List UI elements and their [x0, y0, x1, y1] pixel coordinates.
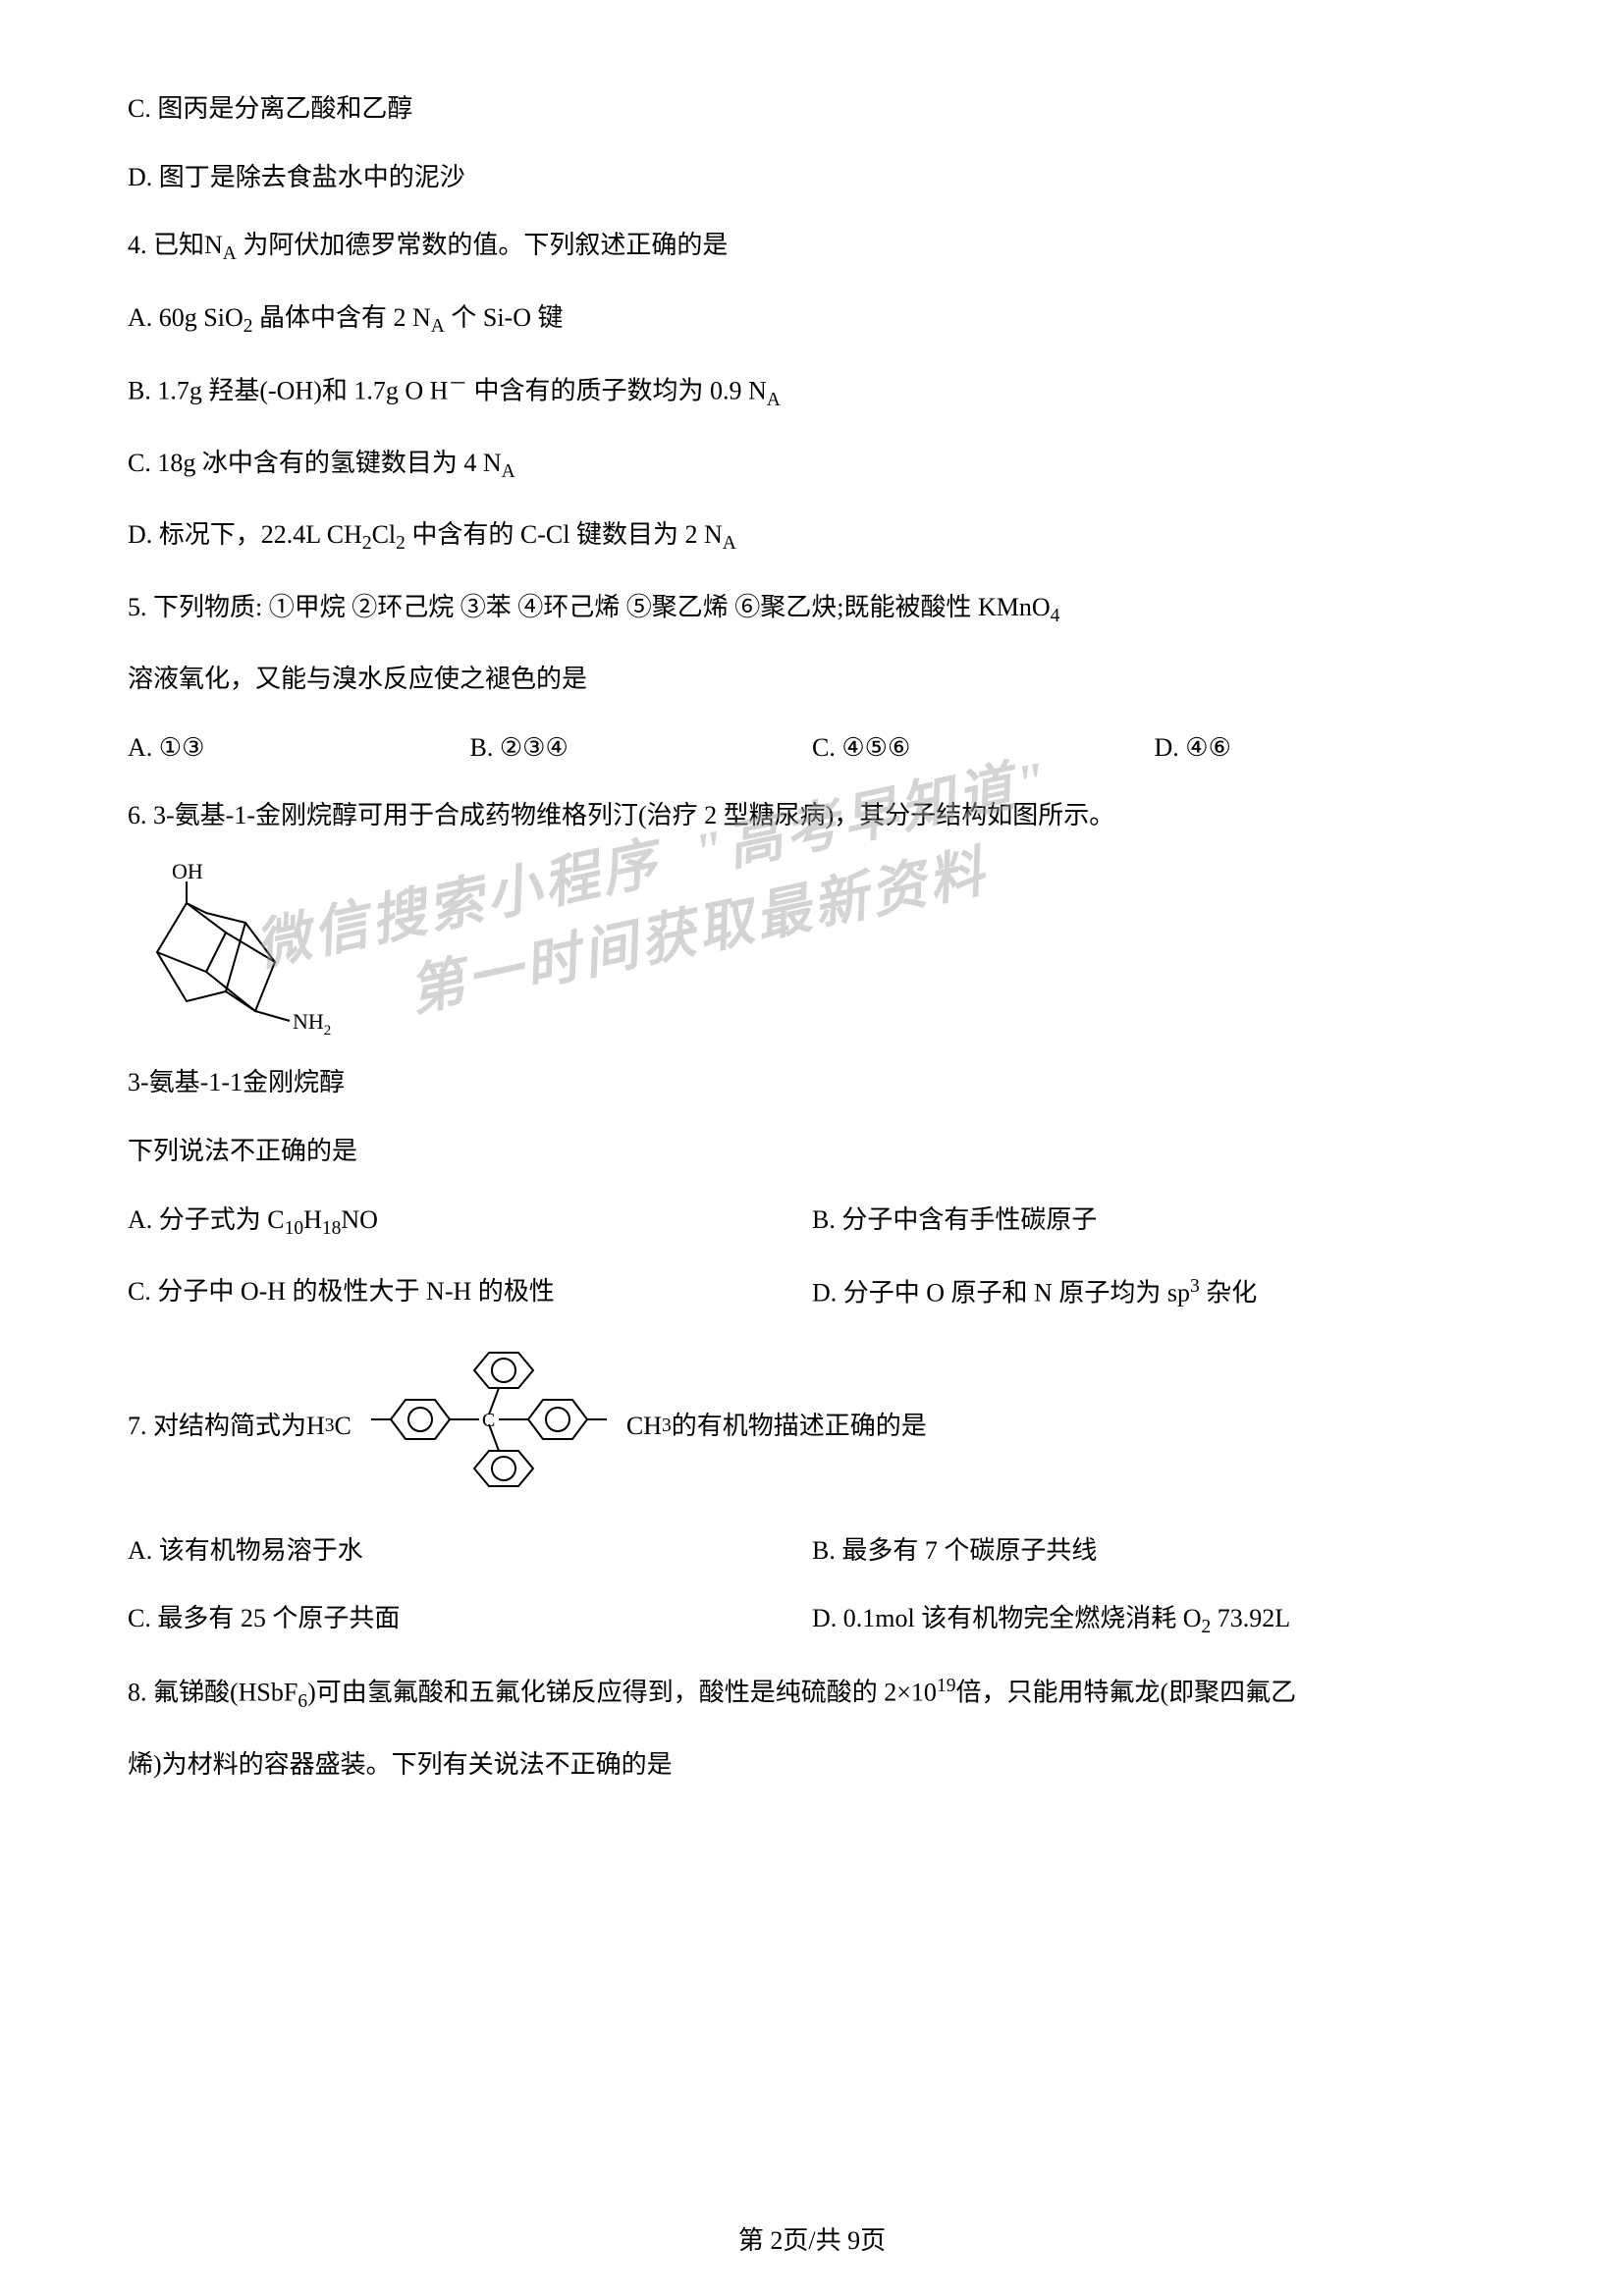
oh-label: OH: [172, 864, 203, 883]
text: 中含有的 C-Cl 键数目为 2 N: [406, 520, 723, 549]
nh2-label: NH2: [293, 1009, 331, 1039]
subscript: 3: [662, 1411, 672, 1441]
subscript: 10: [285, 1218, 304, 1239]
text: C. 18g 冰中含有的氢键数目为 4 N: [128, 449, 502, 477]
subscript: A: [223, 243, 237, 264]
text: B. 1.7g 羟基(-OH)和 1.7g O H: [128, 377, 448, 405]
q3-option-c: C. 图丙是分离乙酸和乙醇: [128, 88, 1496, 130]
superscript: 19: [937, 1676, 956, 1696]
q6-option-a: A. 分子式为 C10H18NO: [128, 1200, 812, 1244]
adamantane-structure-diagram: OH NH2: [128, 864, 1496, 1053]
text: A. 分子式为 C: [128, 1205, 285, 1234]
q7-options-row1: A. 该有机物易溶于水 B. 最多有 7 个碳原子共线: [128, 1530, 1496, 1572]
q6-stem: 6. 3-氨基-1-金刚烷醇可用于合成药物维格列汀(治疗 2 型糖尿病)，其分子…: [128, 795, 1496, 836]
subscript: 2: [1202, 1618, 1212, 1638]
q7-options-row2: C. 最多有 25 个原子共面 D. 0.1mol 该有机物完全燃烧消耗 O2 …: [128, 1598, 1496, 1642]
text: 73.92L: [1211, 1604, 1290, 1632]
text: NO: [341, 1205, 378, 1234]
text: H: [303, 1205, 322, 1234]
text: C: [335, 1406, 352, 1447]
text: 中含有的质子数均为 0.9 N: [467, 377, 767, 405]
q6-option-c: C. 分子中 O-H 的极性大于 N-H 的极性: [128, 1271, 812, 1313]
subscript: A: [767, 390, 781, 410]
q6-diagram-caption: 3-氨基-1-1金刚烷醇: [128, 1062, 1496, 1103]
text: N: [204, 231, 223, 259]
q5-option-d: D. ④⑥: [1155, 727, 1497, 769]
text: D. 标况下，22.4L CH: [128, 520, 362, 549]
subscript: 18: [322, 1218, 342, 1239]
q5-stem-line2: 溶液氧化，又能与溴水反应使之褪色的是: [128, 659, 1496, 700]
q5-option-a: A. ①③: [128, 727, 470, 769]
text: 个 Si-O 键: [445, 303, 564, 332]
center-c-label: C: [482, 1410, 495, 1431]
q4-option-a: A. 60g SiO2 晶体中含有 2 NA 个 Si-O 键: [128, 297, 1496, 342]
q6-options-row1: A. 分子式为 C10H18NO B. 分子中含有手性碳原子: [128, 1200, 1496, 1244]
text: 倍，只能用特氟龙(即聚四氟乙: [955, 1679, 1296, 1707]
q5-options: A. ①③ B. ②③④ C. ④⑤⑥ D. ④⑥: [128, 727, 1496, 769]
subscript: 6: [298, 1691, 307, 1712]
q7-option-d: D. 0.1mol 该有机物完全燃烧消耗 O2 73.92L: [812, 1598, 1496, 1642]
superscript: －: [448, 374, 467, 395]
q8-stem-line1: 8. 氟锑酸(HSbF6)可由氢氟酸和五氟化锑反应得到，酸性是纯硫酸的 2×10…: [128, 1671, 1496, 1717]
q6-options-row2: C. 分子中 O-H 的极性大于 N-H 的极性 D. 分子中 O 原子和 N …: [128, 1271, 1496, 1313]
q7-option-a: A. 该有机物易溶于水: [128, 1530, 812, 1572]
q7-stem-row: 7. 对结构简式为H3C: [128, 1341, 1496, 1511]
subscript: A: [723, 534, 736, 555]
subscript: A: [431, 316, 445, 337]
text: 为阿伏加德罗常数的值。下列叙述正确的是: [237, 231, 729, 259]
text: 8. 氟锑酸(HSbF: [128, 1679, 298, 1707]
subscript: 3: [325, 1411, 335, 1441]
subscript: A: [502, 461, 515, 482]
triphenyl-structure-diagram: C: [352, 1341, 626, 1511]
page-content: C. 图丙是分离乙酸和乙醇 D. 图丁是除去食盐水中的泥沙 4. 已知NA 为阿…: [0, 0, 1624, 1871]
text: Cl: [372, 520, 397, 549]
text: 杂化: [1200, 1279, 1258, 1308]
q5-stem-line1: 5. 下列物质: ①甲烷 ②环己烷 ③苯 ④环己烯 ⑤聚乙烯 ⑥聚乙炔;既能被酸…: [128, 587, 1496, 631]
text: 4. 已知: [128, 231, 204, 259]
q8-stem-line2: 烯)为材料的容器盛装。下列有关说法不正确的是: [128, 1744, 1496, 1786]
text: 晶体中含有 2 N: [253, 303, 431, 332]
subscript: 2: [396, 534, 406, 555]
superscript: 3: [1190, 1276, 1200, 1297]
molecule-svg: OH NH2: [128, 864, 344, 1041]
text: D. 0.1mol 该有机物完全燃烧消耗 O: [812, 1604, 1202, 1632]
subscript: 2: [244, 316, 253, 337]
q5-option-b: B. ②③④: [470, 727, 813, 769]
q4-option-d: D. 标况下，22.4L CH2Cl2 中含有的 C-Cl 键数目为 2 NA: [128, 514, 1496, 559]
q5-option-c: C. ④⑤⑥: [812, 727, 1155, 769]
q7-option-c: C. 最多有 25 个原子共面: [128, 1598, 812, 1642]
q6-post: 下列说法不正确的是: [128, 1131, 1496, 1172]
q4-stem: 4. 已知NA 为阿伏加德罗常数的值。下列叙述正确的是: [128, 225, 1496, 269]
subscript: 4: [1051, 606, 1060, 626]
text: 7. 对结构简式为H: [128, 1406, 325, 1447]
q6-option-d: D. 分子中 O 原子和 N 原子均为 sp3 杂化: [812, 1271, 1496, 1313]
text: 的有机物描述正确的是: [672, 1406, 927, 1447]
text: )可由氢氟酸和五氟化锑反应得到，酸性是纯硫酸的 2×10: [307, 1679, 937, 1707]
q7-option-b: B. 最多有 7 个碳原子共线: [812, 1530, 1496, 1572]
q6-option-b: B. 分子中含有手性碳原子: [812, 1200, 1496, 1244]
q4-option-c: C. 18g 冰中含有的氢键数目为 4 NA: [128, 443, 1496, 487]
text: 5. 下列物质: ①甲烷 ②环己烷 ③苯 ④环己烯 ⑤聚乙烯 ⑥聚乙炔;既能被酸…: [128, 593, 1051, 621]
q4-option-b: B. 1.7g 羟基(-OH)和 1.7g O H－ 中含有的质子数均为 0.9…: [128, 369, 1496, 415]
text: D. 分子中 O 原子和 N 原子均为 sp: [812, 1279, 1190, 1308]
page-footer: 第 2页/共 9页: [0, 2220, 1624, 2257]
text: A. 60g SiO: [128, 303, 244, 332]
text: CH: [626, 1406, 662, 1447]
subscript: 2: [362, 534, 372, 555]
q3-option-d: D. 图丁是除去食盐水中的泥沙: [128, 157, 1496, 198]
